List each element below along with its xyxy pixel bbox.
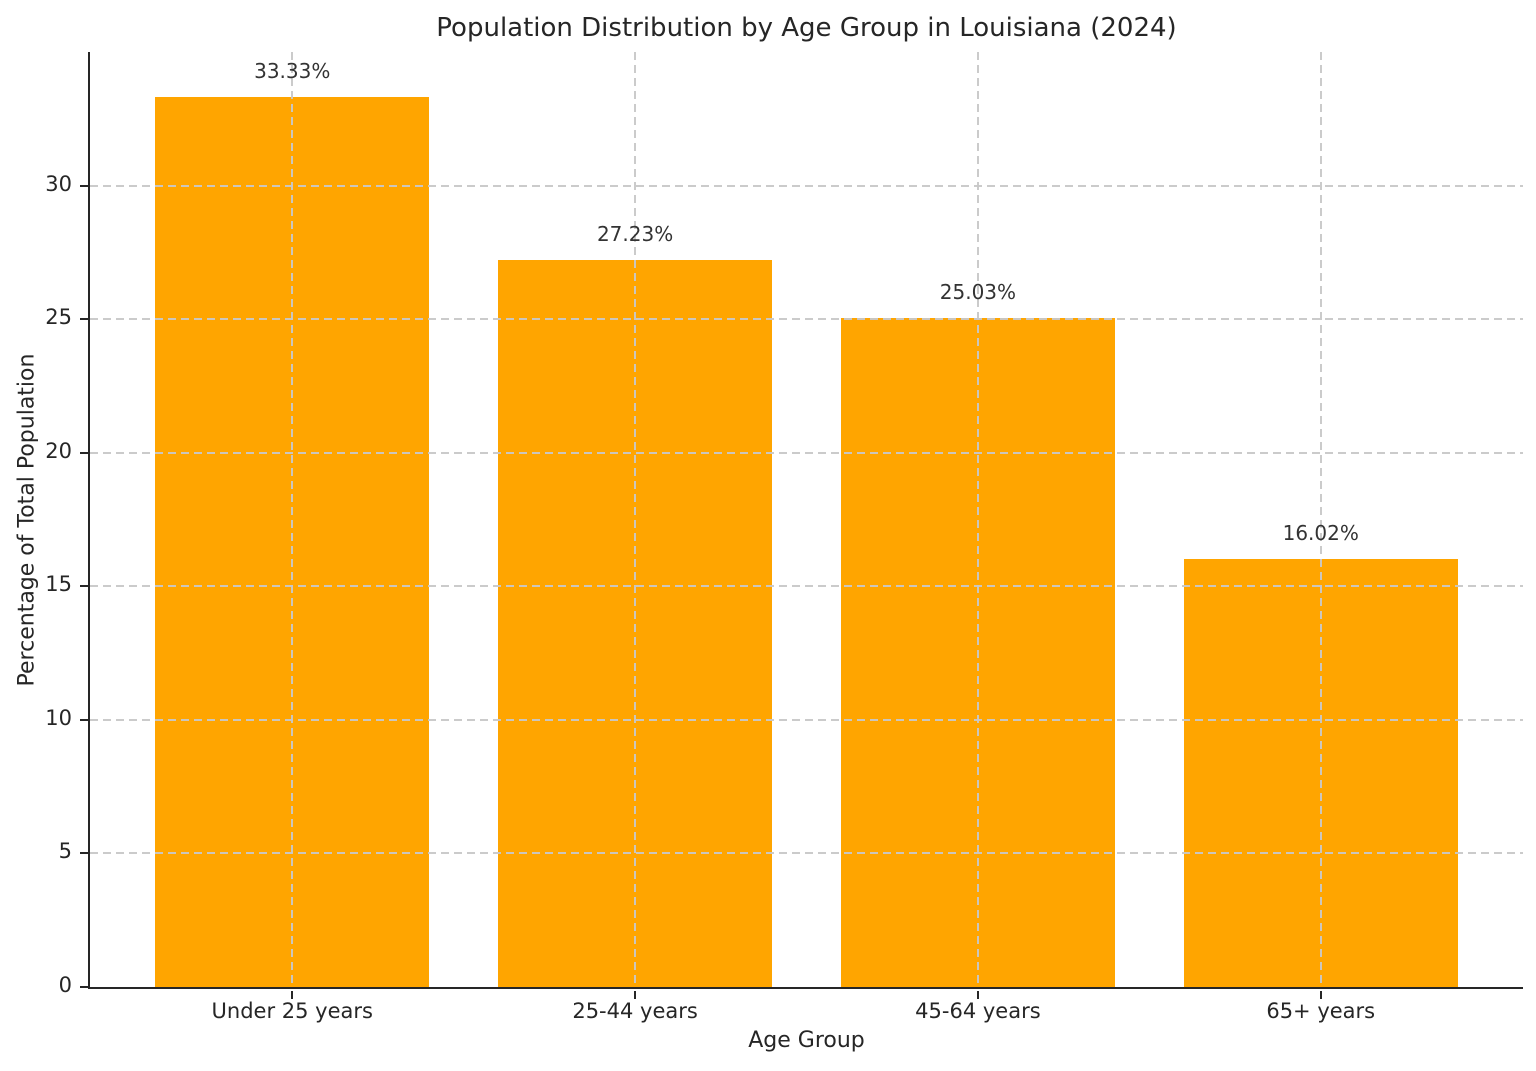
x-tick-label: 45-64 years: [915, 999, 1041, 1023]
y-tick-label: 20: [45, 438, 72, 463]
bar-value-label: 33.33%: [254, 58, 331, 83]
y-tick-label: 10: [45, 705, 72, 730]
bar-value-label: 16.02%: [1282, 521, 1359, 546]
bar-value-label: 25.03%: [939, 280, 1017, 305]
y-tick-label: 15: [45, 572, 72, 597]
horizontal-gridline: [90, 718, 1523, 721]
horizontal-gridline: [90, 585, 1523, 588]
bar-value-label: 27.23%: [596, 221, 674, 246]
horizontal-gridline: [90, 184, 1523, 187]
plot-area: 0 5 10 15 20 25 30 Under 25 years 25-44 years 45-…: [45, 52, 1523, 1023]
y-tick-label: 0: [58, 973, 72, 997]
x-tick-label: Under 25 years: [211, 999, 373, 1023]
y-tick-mark: [80, 852, 88, 855]
y-tick-label: 30: [45, 171, 72, 196]
horizontal-gridline: [90, 318, 1523, 321]
x-tick-label: 25-44 years: [572, 999, 698, 1023]
horizontal-gridline: [90, 451, 1523, 454]
vertical-gridline: [291, 52, 294, 987]
x-tick-mark: [976, 991, 979, 999]
y-tick-mark: [80, 986, 88, 988]
x-tick-label: 65+ years: [1266, 999, 1376, 1023]
x-tick-mark: [634, 991, 637, 999]
vertical-gridline: [1319, 52, 1322, 987]
y-tick-label: 25: [45, 305, 72, 330]
x-tick-mark: [1319, 991, 1322, 999]
y-tick-mark: [80, 318, 88, 321]
chart-title: Population Distribution by Age Group in …: [436, 13, 1177, 43]
y-tick-mark: [80, 451, 88, 454]
y-tick-mark: [80, 585, 88, 588]
vertical-gridline: [976, 52, 979, 987]
y-tick-mark: [80, 718, 88, 721]
vertical-gridline: [634, 52, 637, 987]
horizontal-gridline: [90, 852, 1523, 855]
y-tick-mark: [80, 184, 88, 187]
x-axis-label: Age Group: [748, 1028, 865, 1053]
y-axis-label: Percentage of Total Population: [14, 353, 40, 687]
x-tick-mark: [291, 991, 294, 999]
y-tick-label: 5: [58, 839, 72, 864]
